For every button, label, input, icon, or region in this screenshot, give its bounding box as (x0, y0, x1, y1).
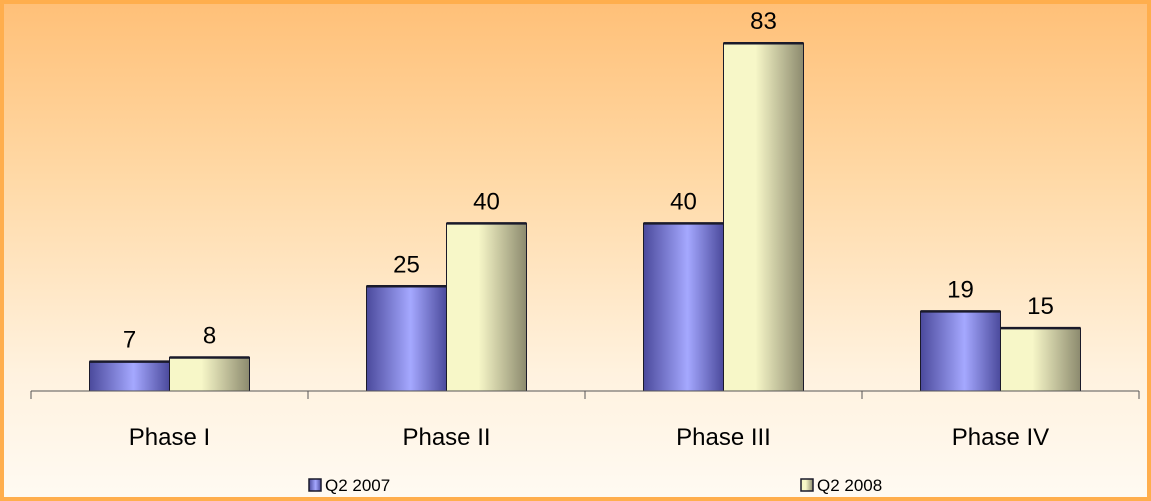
x-tick-label: Phase I (129, 424, 210, 451)
legend: Q2 2007 Q2 2008 (308, 476, 882, 495)
bar-q2-2008-phase-iii (723, 42, 804, 392)
legend-item-q2-2007: Q2 2007 (308, 476, 390, 495)
x-tick-label: Phase IV (952, 424, 1049, 451)
bar-q2-2007-phase-iii (643, 222, 724, 392)
legend-swatch (308, 478, 322, 492)
legend-label: Q2 2008 (817, 476, 882, 495)
data-label: 19 (947, 276, 974, 303)
bar-q2-2007-phase-iv (920, 310, 1001, 392)
data-label: 83 (750, 8, 777, 35)
data-label: 15 (1027, 293, 1054, 320)
x-axis: Phase I Phase II Phase III Phase IV (30, 390, 1140, 451)
bar-q2-2007-phase-i (89, 361, 170, 392)
data-label: 40 (473, 188, 500, 215)
data-label: 8 (203, 322, 216, 349)
legend-label: Q2 2007 (325, 476, 390, 495)
bar-q2-2008-phase-ii (446, 222, 527, 392)
data-label: 25 (393, 251, 420, 278)
bars-layer (89, 41, 1081, 392)
bar-q2-2008-phase-i (169, 356, 250, 392)
bar-q2-2007-phase-ii (366, 285, 447, 392)
data-label: 7 (123, 327, 136, 354)
legend-swatch (800, 478, 814, 492)
data-label: 40 (670, 188, 697, 215)
x-tick-label: Phase II (402, 424, 490, 451)
x-tick-label: Phase III (676, 424, 771, 451)
legend-item-q2-2008: Q2 2008 (800, 476, 882, 495)
bar-q2-2008-phase-iv (1000, 327, 1081, 392)
data-labels-layer: 7 8 25 40 40 83 19 15 (123, 8, 1054, 353)
